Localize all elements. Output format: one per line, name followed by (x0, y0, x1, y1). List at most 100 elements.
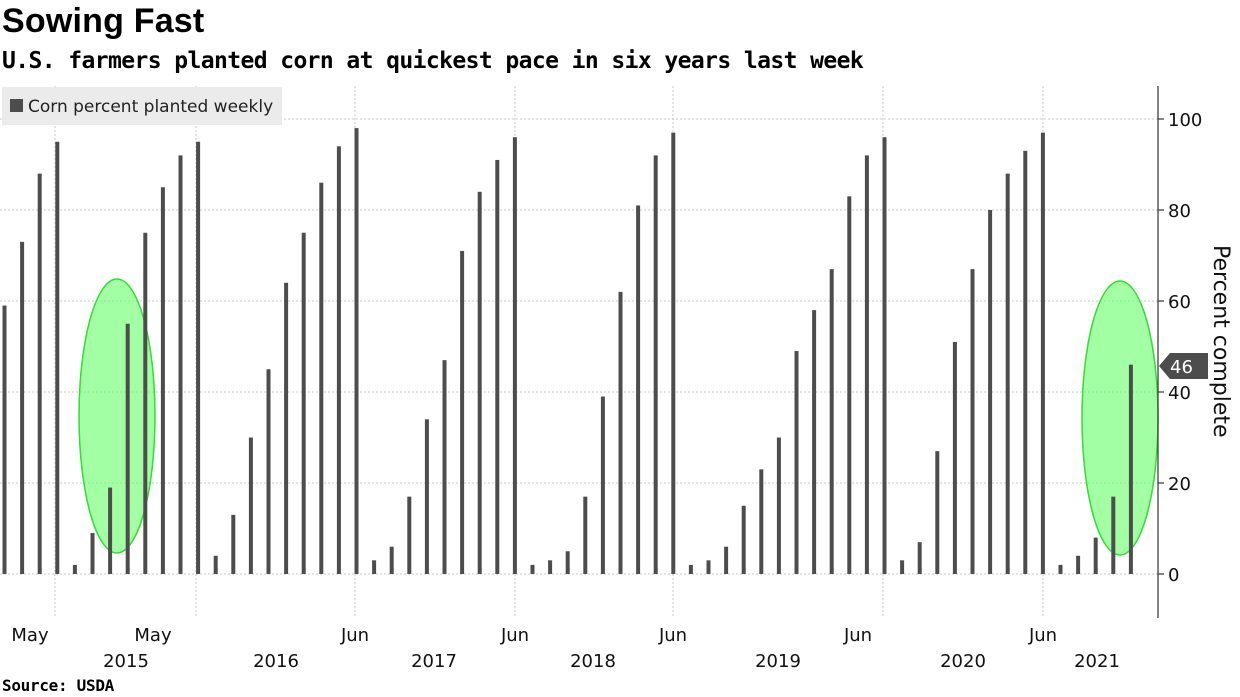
x-year-label: 2017 (411, 651, 457, 672)
bar (671, 132, 676, 574)
bar (847, 196, 852, 574)
bar (636, 205, 641, 574)
bar (952, 341, 957, 574)
x-year-label: 2015 (103, 651, 149, 672)
source-note: Source: USDA (2, 676, 114, 695)
bar (495, 159, 500, 574)
x-month-label: Jun (1028, 625, 1057, 646)
bar (2, 305, 7, 574)
callout-label: 46 (1170, 357, 1193, 378)
bar (900, 560, 905, 574)
bar (776, 437, 781, 574)
bar (1023, 150, 1028, 574)
bar (319, 182, 324, 574)
bar (583, 496, 588, 574)
x-month-label: Jun (500, 625, 529, 646)
bar (970, 269, 975, 574)
x-month-label: Jun (340, 625, 369, 646)
bar (741, 505, 746, 574)
bar (935, 451, 940, 574)
bar (442, 360, 447, 574)
legend: Corn percent planted weekly (2, 87, 282, 125)
gridlines (0, 86, 1158, 618)
bar (231, 514, 236, 574)
bar (213, 555, 218, 574)
callout-marker (1159, 353, 1208, 379)
bar (336, 146, 341, 575)
bar (759, 469, 764, 574)
bar (424, 419, 429, 574)
y-tick-label: 0 (1168, 565, 1179, 586)
bar (1005, 173, 1010, 574)
x-axis: May May Jun Jun Jun Jun Jun 2015 2016 2017 2018 201… (11, 625, 1120, 672)
bar (37, 173, 42, 574)
x-month-label: May (134, 625, 172, 646)
y-tick-label: 40 (1168, 383, 1191, 404)
bar (917, 542, 922, 574)
legend-label: Corn percent planted weekly (28, 97, 273, 117)
bar (477, 191, 482, 575)
x-year-label: 2020 (940, 651, 986, 672)
bar (389, 546, 394, 574)
y-tick-label: 100 (1168, 110, 1202, 131)
bar (1128, 364, 1133, 574)
bar (1076, 555, 1081, 574)
bar (688, 564, 693, 574)
x-year-label: 2019 (755, 651, 801, 672)
highlight-ellipses (78, 278, 1159, 556)
bar (565, 551, 570, 574)
bar (706, 560, 711, 574)
bar (266, 369, 271, 574)
bar (196, 141, 201, 574)
legend-box (2, 87, 282, 125)
bar (512, 137, 517, 574)
bar (1111, 496, 1116, 574)
bar (864, 155, 869, 574)
last-value-callout: 46 (1159, 353, 1208, 379)
bar (20, 241, 25, 574)
bar (160, 187, 165, 574)
bar (55, 141, 60, 574)
chart-subtitle: U.S. farmers planted corn at quickest pa… (2, 48, 864, 74)
y-tick-label: 20 (1168, 474, 1191, 495)
bar (125, 323, 130, 574)
bar (407, 496, 412, 574)
y-axis-label: Percent complete (1208, 245, 1233, 438)
bar (143, 232, 148, 574)
legend-swatch (10, 99, 23, 112)
bar (530, 564, 535, 574)
bar (248, 437, 253, 574)
bar (1093, 537, 1098, 574)
bar (882, 137, 887, 574)
bar (600, 396, 605, 574)
bar (1058, 564, 1063, 574)
bar (1040, 132, 1045, 574)
chart-title: Sowing Fast (2, 2, 205, 40)
bar (618, 291, 623, 574)
highlight-ellipse-2015 (78, 278, 156, 554)
y-tick-label: 60 (1168, 292, 1191, 313)
bar (372, 560, 377, 574)
bar (178, 155, 183, 574)
bar (829, 269, 834, 574)
x-month-label: May (11, 625, 49, 646)
bar (90, 533, 95, 574)
x-year-label: 2021 (1074, 651, 1120, 672)
bar (108, 487, 113, 574)
y-tick-label: 80 (1168, 201, 1191, 222)
x-month-label: Jun (843, 625, 872, 646)
y-axis: 0 20 40 60 80 100 (1157, 86, 1202, 618)
bar (724, 546, 729, 574)
bar (460, 250, 465, 574)
bars (2, 128, 1133, 575)
bar (72, 564, 77, 574)
x-month-label: Jun (658, 625, 687, 646)
highlight-ellipse-2021 (1081, 280, 1159, 556)
bar (548, 560, 553, 574)
bar (354, 128, 359, 574)
x-year-label: 2018 (570, 651, 616, 672)
x-year-label: 2016 (253, 651, 299, 672)
bar (812, 310, 817, 574)
bar (284, 282, 289, 574)
